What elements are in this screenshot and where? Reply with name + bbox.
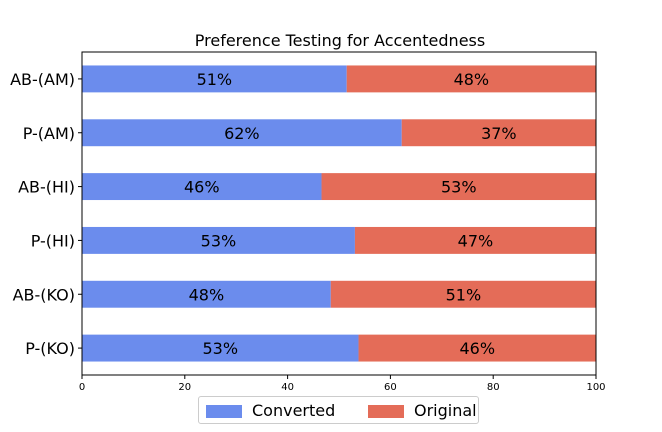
x-tick-label-80: 80 bbox=[487, 382, 500, 393]
plot-frame bbox=[81, 51, 597, 376]
legend-swatch-original bbox=[368, 405, 404, 418]
y-tick-label-ab-am: AB-(AM) bbox=[10, 70, 75, 89]
bar-converted-ab-hi bbox=[82, 173, 322, 201]
data-label-original-ab-hi: 53% bbox=[441, 178, 477, 197]
y-tick-label-p-hi: P-(HI) bbox=[31, 231, 75, 250]
data-label-converted-ab-hi: 46% bbox=[184, 178, 220, 197]
chart-title: Preference Testing for Accentedness bbox=[195, 31, 485, 50]
data-label-original-p-am: 37% bbox=[481, 124, 517, 143]
x-tick-label-0: 0 bbox=[79, 382, 85, 393]
bar-converted-ab-ko bbox=[82, 280, 331, 308]
bar-converted-p-am bbox=[82, 119, 402, 147]
bar-converted-ab-am bbox=[82, 65, 347, 93]
x-tick-label-20: 20 bbox=[178, 382, 191, 393]
y-tick-label-p-ko: P-(KO) bbox=[25, 339, 75, 358]
x-tick-label-60: 60 bbox=[384, 382, 397, 393]
data-label-original-p-hi: 47% bbox=[458, 231, 494, 250]
bar-converted-p-ko bbox=[82, 334, 359, 362]
legend-label-converted: Converted bbox=[252, 401, 336, 420]
bar-original-p-hi bbox=[354, 226, 596, 254]
bar-converted-p-hi bbox=[82, 226, 355, 254]
x-tick-label-40: 40 bbox=[281, 382, 294, 393]
data-label-original-p-ko: 46% bbox=[459, 339, 495, 358]
data-label-converted-p-am: 62% bbox=[224, 124, 260, 143]
bar-original-ab-am bbox=[346, 65, 596, 93]
bar-original-ab-ko bbox=[330, 280, 596, 308]
legend-label-original: Original bbox=[414, 401, 477, 420]
x-tick-label-100: 100 bbox=[586, 382, 605, 393]
y-tick-label-p-am: P-(AM) bbox=[23, 124, 75, 143]
legend-swatch-converted bbox=[206, 405, 242, 418]
data-label-converted-ab-am: 51% bbox=[197, 70, 233, 89]
y-tick-label-ab-hi: AB-(HI) bbox=[18, 178, 75, 197]
data-label-converted-p-ko: 53% bbox=[202, 339, 238, 358]
bar-original-p-ko bbox=[358, 334, 596, 362]
bar-original-ab-hi bbox=[321, 173, 596, 201]
data-label-converted-ab-ko: 48% bbox=[189, 285, 225, 304]
data-label-converted-p-hi: 53% bbox=[201, 231, 237, 250]
data-label-original-ab-am: 48% bbox=[454, 70, 490, 89]
bar-original-p-am bbox=[401, 119, 596, 147]
y-tick-label-ab-ko: AB-(KO) bbox=[13, 285, 75, 304]
legend: Converted Original bbox=[198, 396, 479, 424]
data-label-original-ab-ko: 51% bbox=[446, 285, 482, 304]
